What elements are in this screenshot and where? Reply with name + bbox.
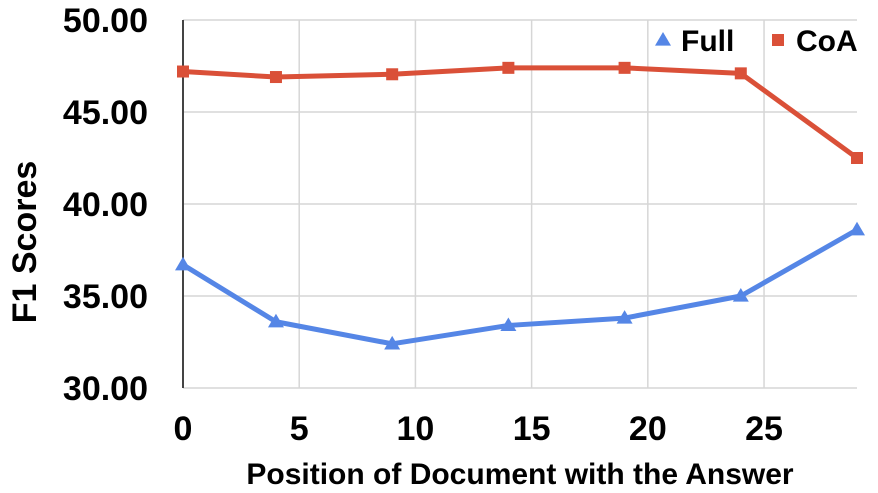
legend-marker-full <box>655 32 671 46</box>
data-point-full <box>384 335 401 350</box>
series-line-full <box>180 227 860 347</box>
data-point-full <box>175 256 191 271</box>
legend-item-full: Full <box>655 25 734 58</box>
data-point-full <box>849 221 865 236</box>
x-tick-label: 0 <box>174 410 193 448</box>
y-axis-title: F1 Scores <box>6 161 44 324</box>
legend-item-coa: CoA <box>772 25 858 58</box>
legend-marker-coa <box>772 34 784 46</box>
legend-label-coa: CoA <box>796 25 858 58</box>
grid-lines <box>183 19 857 389</box>
x-tick-label: 20 <box>629 410 667 448</box>
x-tick-label: 5 <box>290 410 309 448</box>
y-axis-tick-labels: 30.00 35.00 40.00 45.00 50.00 <box>63 2 148 408</box>
x-axis-title: Position of Document with the Answer <box>246 458 794 491</box>
x-axis-tick-labels: 0 5 10 15 20 25 <box>174 410 783 448</box>
data-point-coa <box>851 152 863 164</box>
y-tick-label: 30.00 <box>63 370 148 408</box>
x-tick-label: 25 <box>745 410 783 448</box>
series-coa <box>177 61 863 164</box>
data-point-coa <box>618 61 631 74</box>
data-point-coa <box>502 61 515 74</box>
x-tick-label: 10 <box>396 410 434 448</box>
data-point-full <box>616 310 633 324</box>
data-point-full <box>500 317 517 332</box>
data-point-full <box>732 288 749 302</box>
data-series <box>175 61 865 350</box>
data-point-coa <box>269 71 282 84</box>
series-line-coa <box>180 65 860 161</box>
y-tick-label: 35.00 <box>63 278 148 316</box>
series-full <box>175 221 865 350</box>
legend: Full CoA <box>655 25 858 58</box>
y-tick-label: 45.00 <box>63 94 148 132</box>
data-point-full <box>267 313 284 328</box>
data-point-coa <box>734 67 747 80</box>
y-tick-label: 40.00 <box>63 186 148 224</box>
legend-label-full: Full <box>681 25 734 58</box>
data-point-coa <box>177 65 189 78</box>
x-tick-label: 15 <box>513 410 551 448</box>
data-point-coa <box>386 68 399 81</box>
y-tick-label: 50.00 <box>63 2 148 40</box>
